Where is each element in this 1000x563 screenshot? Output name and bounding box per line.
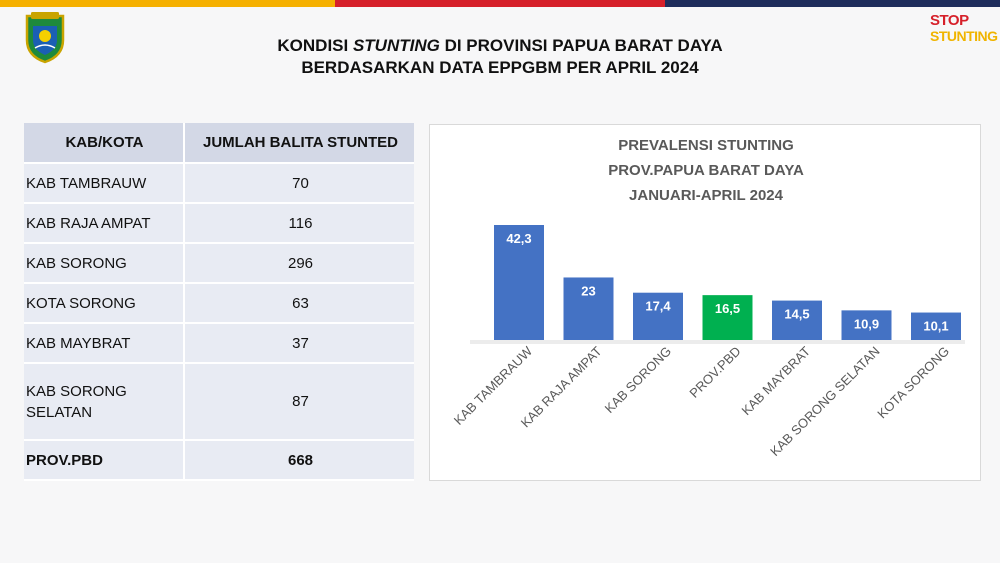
row-name: KOTA SORONG: [24, 283, 184, 324]
provincial-emblem-icon: [25, 12, 65, 64]
table-row: KAB RAJA AMPAT 116: [24, 203, 414, 244]
category-label: PROV.PBD: [686, 344, 743, 401]
table-row: KAB MAYBRAT 37: [24, 323, 414, 364]
stop-logo-text: STOP: [930, 12, 969, 29]
row-name: KAB MAYBRAT: [24, 323, 184, 364]
bar-kab-maybrat: [772, 300, 822, 340]
total-name: PROV.PBD: [24, 440, 184, 481]
bar-value-label: 17,4: [645, 299, 671, 314]
table-total-row: PROV.PBD 668: [24, 440, 414, 481]
row-value: 70: [183, 163, 414, 204]
top-color-bar: [0, 0, 1000, 7]
column-header-kab-kota: KAB/KOTA: [24, 123, 184, 164]
bar-value-label: 10,1: [923, 319, 948, 334]
table-row: KAB SORONG SELATAN 87: [24, 363, 414, 441]
bar-value-label: 42,3: [506, 231, 531, 246]
row-name: KAB TAMBRAUW: [24, 163, 184, 204]
row-name: KAB SORONG: [24, 243, 184, 284]
bar-kab-tambrauw: [494, 225, 544, 340]
bar-kab-sorong-selatan: [841, 310, 892, 340]
table-row: KAB SORONG 296: [24, 243, 414, 284]
chart-baseline: [470, 340, 965, 344]
row-value: 116: [183, 203, 414, 244]
category-label: KOTA SORONG: [874, 344, 952, 422]
bar-value-label: 16,5: [715, 301, 740, 316]
prevalence-chart: PREVALENSI STUNTING PROV.PAPUA BARAT DAYA…: [429, 124, 981, 481]
row-value: 63: [183, 283, 414, 324]
chart-title-line: PROV.PAPUA BARAT DAYA: [608, 162, 804, 179]
topbar-segment-yellow: [0, 0, 335, 7]
bar-kab-sorong: [633, 292, 683, 340]
bar-kota-sorong: [911, 312, 961, 340]
title-line-1: KONDISI STUNTING DI PROVINSI PAPUA BARAT…: [277, 36, 723, 55]
table-row: KAB TAMBRAUW 70: [24, 163, 414, 204]
total-value: 668: [183, 440, 414, 481]
row-name: KAB RAJA AMPAT: [24, 203, 184, 244]
title-line-2: BERDASARKAN DATA EPPGBM PER APRIL 2024: [301, 58, 699, 77]
prevalence-chart-svg: PREVALENSI STUNTING PROV.PAPUA BARAT DAYA…: [451, 137, 965, 459]
stop-stunting-logo: STOP STUNTING: [928, 12, 998, 46]
stunting-count-table: KAB/KOTA JUMLAH BALITA STUNTED KAB TAMBR…: [24, 123, 414, 481]
row-value: 296: [183, 243, 414, 284]
column-header-jumlah: JUMLAH BALITA STUNTED: [183, 123, 414, 164]
bar-kab-raja-ampat: [563, 277, 614, 340]
page-title: KONDISI STUNTING DI PROVINSI PAPUA BARAT…: [0, 35, 1000, 79]
stunting-logo-text: STUNTING: [930, 28, 998, 44]
table-header-row: KAB/KOTA JUMLAH BALITA STUNTED: [24, 123, 414, 164]
row-name: KAB SORONG SELATAN: [24, 363, 184, 441]
bar-prov-pbd: [702, 295, 753, 340]
table-row: KOTA SORONG 63: [24, 283, 414, 324]
category-label: KAB MAYBRAT: [738, 343, 813, 418]
row-value: 87: [183, 363, 414, 441]
chart-title: PREVALENSI STUNTING PROV.PAPUA BARAT DAYA…: [608, 137, 804, 204]
topbar-segment-navy: [665, 0, 1000, 7]
bar-value-label: 14,5: [784, 307, 809, 322]
chart-title-line: JANUARI-APRIL 2024: [629, 187, 784, 204]
chart-title-line: PREVALENSI STUNTING: [618, 137, 794, 154]
topbar-segment-red: [335, 0, 665, 7]
bar-value-label: 10,9: [854, 316, 879, 331]
bar-value-label: 23: [581, 283, 595, 298]
row-value: 37: [183, 323, 414, 364]
category-label: KAB SORONG: [602, 344, 674, 416]
